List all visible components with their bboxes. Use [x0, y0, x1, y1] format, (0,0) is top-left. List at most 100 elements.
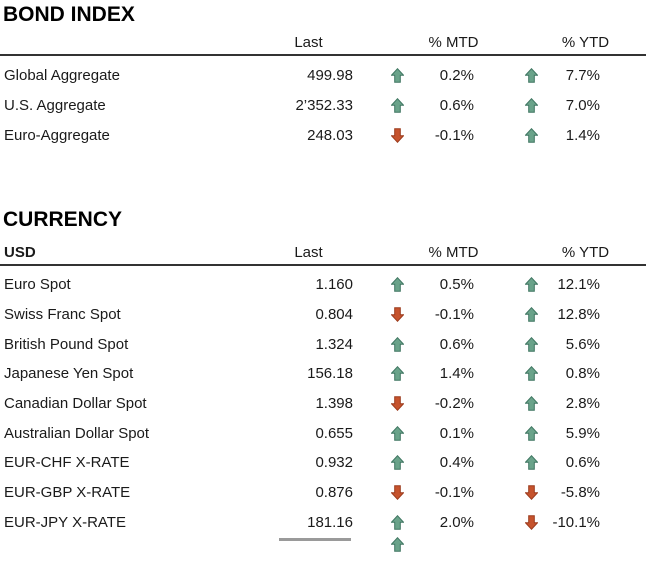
last-value: 248.03: [307, 126, 353, 144]
instrument-name: Global Aggregate: [4, 66, 120, 84]
down-arrow-icon: [525, 485, 538, 501]
last-value: 1.324: [315, 335, 353, 353]
down-arrow-icon: [525, 515, 538, 530]
up-arrow-icon: [391, 336, 404, 352]
ytd-value: 1.4%: [565, 126, 600, 144]
last-value: 0.655: [315, 424, 353, 442]
mtd-value: -0.1%: [434, 484, 474, 502]
table-row: Global Aggregate 499.98 0.2% 7.7%: [0, 60, 646, 90]
up-arrow-icon: [391, 67, 404, 83]
bond-index-section: BOND INDEX Last % MTD % YTD Global Aggre…: [0, 4, 646, 150]
mtd-value: 0.4%: [439, 454, 474, 472]
instrument-name: Euro-Aggregate: [4, 126, 110, 144]
instrument-name: EUR-CHF X-RATE: [4, 454, 130, 472]
last-value: 181.16: [307, 513, 353, 531]
table-row: U.S. Aggregate 2’352.33 0.6% 7.0%: [0, 90, 646, 120]
ytd-value: -5.8%: [560, 484, 600, 502]
section-title-bond-index: BOND INDEX: [3, 3, 135, 26]
up-arrow-icon: [391, 366, 404, 382]
up-arrow-icon: [391, 425, 404, 441]
mtd-value: 0.6%: [439, 335, 474, 353]
instrument-name: Australian Dollar Spot: [4, 424, 150, 442]
ytd-value: 5.6%: [565, 335, 600, 353]
instrument-name: British Pound Spot: [4, 335, 129, 353]
up-arrow-icon: [525, 67, 538, 83]
down-arrow-icon: [391, 307, 404, 323]
up-arrow-icon: [391, 97, 404, 113]
clipped-number-sliver: [279, 537, 351, 541]
mtd-value: 0.5%: [439, 276, 474, 294]
last-value: 1.398: [315, 395, 353, 413]
instrument-name: Canadian Dollar Spot: [4, 395, 147, 413]
up-arrow-icon: [525, 277, 538, 293]
table-row: Swiss Franc Spot 0.804 -0.1% 12.8%: [0, 300, 646, 330]
ytd-value: 7.7%: [565, 66, 600, 84]
ytd-value: 0.8%: [565, 365, 600, 383]
instrument-name: EUR-JPY X-RATE: [4, 513, 126, 531]
up-arrow-icon: [525, 366, 538, 382]
table-row: Australian Dollar Spot 0.655 0.1% 5.9%: [0, 418, 646, 448]
mtd-value: 0.1%: [439, 424, 474, 442]
up-arrow-icon: [391, 514, 404, 530]
currency-section: CURRENCY USD Last % MTD % YTD Euro Spot …: [0, 209, 646, 567]
table-row: Japanese Yen Spot 156.18 1.4% 0.8%: [0, 359, 646, 389]
up-arrow-icon: [525, 425, 538, 441]
up-arrow-icon: [525, 336, 538, 352]
currency-table-header: USD Last % MTD % YTD: [0, 231, 646, 266]
table-row: EUR-GBP X-RATE 0.876 -0.1% -5.8%: [0, 478, 646, 508]
instrument-name: Japanese Yen Spot: [4, 365, 134, 383]
mtd-value: -0.2%: [434, 395, 474, 413]
last-value: 0.876: [315, 484, 353, 502]
ytd-value: 0.6%: [565, 454, 600, 472]
mtd-value: -0.1%: [434, 306, 474, 324]
instrument-name: Euro Spot: [4, 276, 71, 294]
up-arrow-icon: [525, 97, 538, 113]
table-row: Euro Spot 1.160 0.5% 12.1%: [0, 270, 646, 300]
ytd-value: 7.0%: [565, 96, 600, 114]
down-arrow-icon: [391, 485, 404, 501]
up-arrow-icon: [525, 455, 538, 471]
up-arrow-icon: [391, 277, 404, 293]
table-row: EUR-JPY X-RATE 181.16 2.0% -10.1%: [0, 508, 646, 538]
ytd-value: 5.9%: [565, 424, 600, 442]
instrument-name: Swiss Franc Spot: [4, 306, 121, 324]
header-last: Last: [294, 34, 323, 51]
header-mtd: % MTD: [428, 244, 479, 261]
table-row-clipped: [0, 537, 646, 567]
header-ytd: % YTD: [561, 244, 610, 261]
last-value: 0.932: [315, 454, 353, 472]
table-row: EUR-CHF X-RATE 0.932 0.4% 0.6%: [0, 448, 646, 478]
mtd-value: 1.4%: [439, 365, 474, 383]
mtd-value: -0.1%: [434, 126, 474, 144]
table-row: Canadian Dollar Spot 1.398 -0.2% 2.8%: [0, 389, 646, 419]
last-value: 0.804: [315, 306, 353, 324]
ytd-value: -10.1%: [552, 513, 600, 531]
currency-table-body: Euro Spot 1.160 0.5% 12.1% Swiss Franc S…: [0, 270, 646, 567]
last-value: 499.98: [307, 66, 353, 84]
down-arrow-icon: [391, 396, 404, 412]
up-arrow-icon: [525, 127, 538, 143]
bond-table-header: Last % MTD % YTD: [0, 26, 646, 56]
mtd-value: 2.0%: [439, 513, 474, 531]
ytd-value: 12.8%: [557, 306, 600, 324]
last-value: 2’352.33: [295, 96, 353, 114]
up-arrow-icon: [525, 307, 538, 322]
ytd-value: 12.1%: [557, 276, 600, 294]
mtd-value: 0.6%: [439, 96, 474, 114]
ytd-value: 2.8%: [565, 395, 600, 413]
header-ytd: % YTD: [561, 34, 610, 51]
up-arrow-icon: [391, 455, 404, 471]
bond-table-body: Global Aggregate 499.98 0.2% 7.7% U.S. A…: [0, 60, 646, 150]
table-row: Euro-Aggregate 248.03 -0.1% 1.4%: [0, 120, 646, 150]
section-title-currency: CURRENCY: [3, 208, 123, 231]
instrument-name: EUR-GBP X-RATE: [4, 484, 131, 502]
up-arrow-icon: [525, 396, 538, 411]
last-value: 1.160: [315, 276, 353, 294]
table-row: British Pound Spot 1.324 0.6% 5.6%: [0, 329, 646, 359]
down-arrow-icon: [391, 127, 404, 143]
mtd-value: 0.2%: [439, 66, 474, 84]
instrument-name: U.S. Aggregate: [4, 96, 106, 114]
header-mtd: % MTD: [428, 34, 479, 51]
header-usd: USD: [4, 244, 36, 261]
last-value: 156.18: [307, 365, 353, 383]
